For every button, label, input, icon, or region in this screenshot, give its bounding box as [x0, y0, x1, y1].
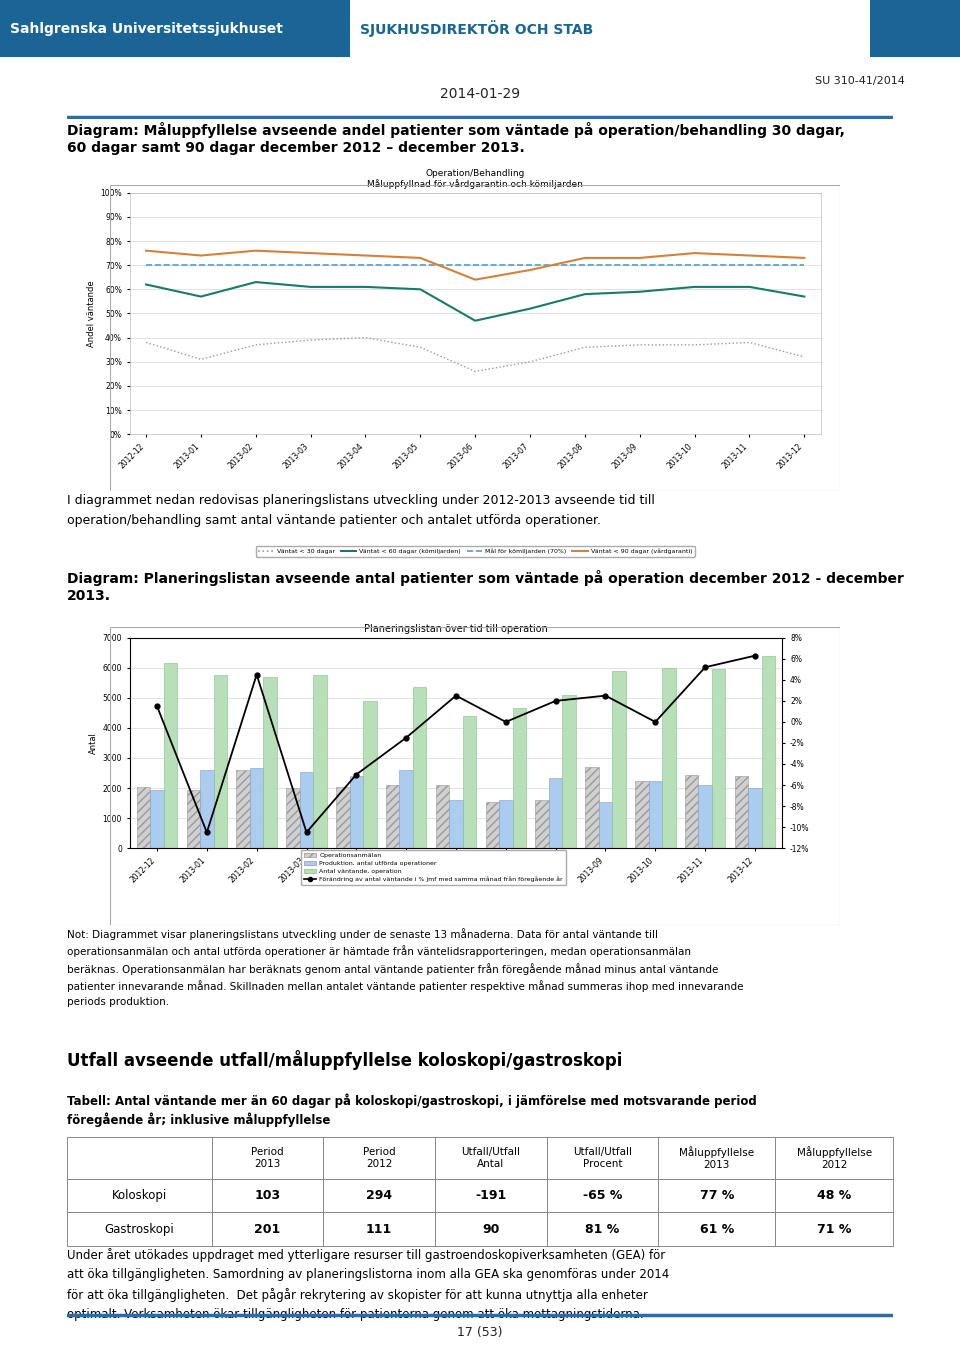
Bar	[699, 784, 712, 848]
Bar	[536, 801, 549, 848]
Bar	[636, 780, 649, 848]
Bar	[349, 776, 363, 848]
Text: Not: Diagrammet visar planeringslistans utveckling under de senaste 13 månaderna: Not: Diagrammet visar planeringslistans …	[67, 928, 744, 1007]
Bar	[449, 801, 463, 848]
Bar	[513, 708, 526, 848]
Bar	[586, 767, 599, 848]
Bar	[186, 790, 200, 848]
Bar	[151, 790, 164, 848]
Bar	[563, 695, 576, 848]
Text: SU 310-41/2014: SU 310-41/2014	[815, 76, 905, 85]
Bar	[685, 775, 699, 848]
Bar	[263, 677, 276, 848]
Bar	[463, 716, 476, 848]
Text: 2014-01-29: 2014-01-29	[440, 87, 520, 102]
Text: Utfall avseende utfall/måluppfyllelse koloskopi/gastroskopi: Utfall avseende utfall/måluppfyllelse ko…	[67, 1050, 623, 1071]
Bar	[0, 0, 350, 57]
Bar	[662, 668, 676, 848]
Bar	[363, 700, 376, 848]
Bar	[137, 787, 151, 848]
Y-axis label: Andel väntande: Andel väntande	[87, 280, 96, 347]
Bar	[350, 0, 870, 57]
Bar	[399, 769, 413, 848]
Text: Under året utökades uppdraget med ytterligare resurser till gastroendoskopiverks: Under året utökades uppdraget med ytterl…	[67, 1248, 669, 1320]
Bar	[413, 688, 426, 848]
Bar	[386, 784, 399, 848]
Bar	[200, 769, 213, 848]
Bar	[549, 778, 563, 848]
Bar	[612, 670, 626, 848]
Text: Sahlgrenska Universitetssjukhuset: Sahlgrenska Universitetssjukhuset	[10, 22, 283, 37]
Bar	[336, 787, 349, 848]
Y-axis label: Antal: Antal	[89, 731, 98, 754]
Bar	[236, 769, 250, 848]
Bar	[649, 780, 662, 848]
Bar	[486, 802, 499, 848]
Text: I diagrammet nedan redovisas planeringslistans utveckling under 2012-2013 avseen: I diagrammet nedan redovisas planeringsl…	[67, 494, 655, 527]
Bar	[870, 0, 960, 57]
Bar	[313, 676, 326, 848]
Bar	[164, 664, 178, 848]
Text: SJUKHUSDIREKTÖR OCH STAB: SJUKHUSDIREKTÖR OCH STAB	[360, 20, 593, 38]
Bar	[436, 784, 449, 848]
Bar	[734, 776, 748, 848]
Text: Diagram: Måluppfyllelse avseende andel patienter som väntade på operation/behand: Diagram: Måluppfyllelse avseende andel p…	[67, 122, 845, 156]
Legend: Väntat < 30 dagar, Väntat < 60 dagar (kömiljarden), Mål för kömiljarden (70%), V: Väntat < 30 dagar, Väntat < 60 dagar (kö…	[256, 546, 694, 556]
Bar	[250, 768, 263, 848]
Bar	[286, 788, 300, 848]
Text: 17 (53): 17 (53)	[457, 1326, 503, 1339]
Bar	[712, 669, 726, 848]
Bar	[300, 772, 313, 848]
Bar	[599, 802, 612, 848]
Bar	[748, 788, 761, 848]
Text: Diagram: Planeringslistan avseende antal patienter som väntade på operation dece: Diagram: Planeringslistan avseende antal…	[67, 570, 904, 604]
Bar	[499, 801, 513, 848]
Title: Operation/Behandling
Måluppfyllnad för vårdgarantin och kömiljarden: Operation/Behandling Måluppfyllnad för v…	[368, 168, 583, 189]
Title: Planeringslistan över tid till operation: Planeringslistan över tid till operation	[364, 624, 548, 634]
Bar	[761, 655, 775, 848]
Legend: Operationsanmälan, Produktion, antal utförda operationer, Antal väntande, operat: Operationsanmälan, Produktion, antal utf…	[300, 849, 566, 885]
Text: Tabell: Antal väntande mer än 60 dagar på koloskopi/gastroskopi, i jämförelse me: Tabell: Antal väntande mer än 60 dagar p…	[67, 1094, 756, 1128]
Bar	[213, 676, 227, 848]
